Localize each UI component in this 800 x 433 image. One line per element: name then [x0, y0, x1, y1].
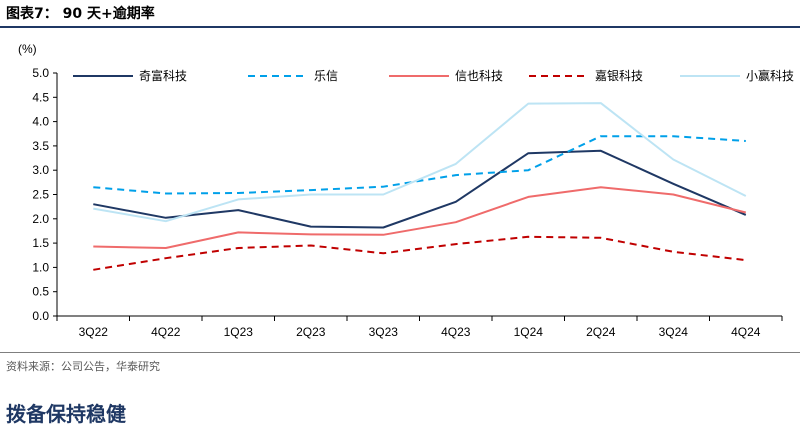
y-tick-label: 5.0 — [32, 66, 49, 80]
series-line-2 — [93, 135, 746, 195]
y-tick-label: 2.0 — [32, 212, 49, 226]
x-tick-label: 3Q24 — [659, 325, 689, 339]
y-tick-label: 0.0 — [32, 309, 49, 323]
source-rule — [0, 352, 800, 353]
y-tick-label: 3.0 — [32, 163, 49, 177]
x-tick-label: 1Q24 — [514, 325, 544, 339]
x-axis-group: 3Q22 4Q22 1Q23 2Q23 3Q23 4Q23 1Q24 2Q24 3Q24 4Q24 — [56, 315, 783, 339]
series-line-5 — [93, 102, 747, 223]
section-heading: 拨备保持稳健 — [6, 402, 126, 426]
x-tick-label: 1Q23 — [224, 325, 254, 339]
y-tick-label: 4.5 — [32, 90, 49, 104]
y-tick-label: 3.5 — [32, 139, 49, 153]
y-tick-label: 0.5 — [32, 285, 49, 299]
y-tick-label: 4.0 — [32, 115, 49, 129]
figure-title: 图表7： 90 天+逾期率 — [6, 6, 155, 22]
legend-label-3: 信也科技 — [455, 69, 503, 83]
x-tick-label: 4Q22 — [151, 325, 181, 339]
x-tick-label: 3Q23 — [369, 325, 399, 339]
legend-label-2: 乐信 — [314, 69, 338, 83]
x-tick-label: 4Q24 — [731, 325, 761, 339]
x-tick-label: 2Q24 — [586, 325, 616, 339]
y-axis-group: (%) 0.0 0.5 1.0 1.5 2.0 2.5 3.0 3.5 4.0 4.5 5.0 — [18, 42, 58, 323]
series-line-4 — [93, 235, 746, 271]
y-axis-unit-label: (%) — [18, 42, 37, 56]
series-line-1 — [93, 149, 747, 229]
series-lines — [93, 102, 747, 271]
title-rule — [0, 26, 800, 28]
series-line-3 — [93, 186, 747, 249]
legend: 奇富科技 乐信 信也科技 嘉银科技 小赢科技 — [73, 68, 794, 83]
y-tick-label: 1.5 — [32, 236, 49, 250]
line-chart: (%) 0.0 0.5 1.0 1.5 2.0 2.5 3.0 3.5 4.0 4.5 5.0 3Q2… — [18, 42, 794, 339]
x-tick-label: 2Q23 — [296, 325, 326, 339]
legend-label-4: 嘉银科技 — [595, 69, 643, 83]
source-note: 资料来源：公司公告，华泰研究 — [6, 360, 160, 373]
legend-label-1: 奇富科技 — [139, 68, 187, 83]
x-tick-label: 3Q22 — [79, 325, 109, 339]
x-tick-label: 4Q23 — [441, 325, 471, 339]
legend-label-5: 小赢科技 — [746, 68, 794, 83]
y-tick-label: 1.0 — [32, 260, 49, 274]
y-tick-label: 2.5 — [32, 188, 49, 202]
